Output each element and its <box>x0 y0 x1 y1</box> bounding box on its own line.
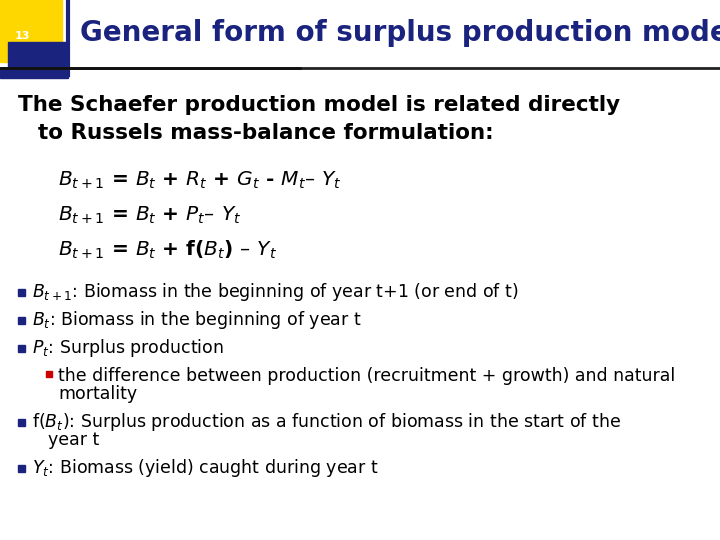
Bar <box>18 289 25 296</box>
Text: mortality: mortality <box>58 385 137 403</box>
Text: year t: year t <box>48 431 99 449</box>
Bar <box>46 371 52 377</box>
Bar <box>0 14 38 52</box>
Text: $B_{t+1}$ = $B_t$ + $P_t$– $Y_t$: $B_{t+1}$ = $B_t$ + $P_t$– $Y_t$ <box>58 204 241 226</box>
Bar <box>8 42 68 70</box>
Bar <box>18 317 25 324</box>
Bar <box>18 345 25 352</box>
Bar <box>0 0 62 62</box>
Text: the difference between production (recruitment + growth) and natural: the difference between production (recru… <box>58 367 675 385</box>
Text: to Russels mass-balance formulation:: to Russels mass-balance formulation: <box>38 123 494 143</box>
Text: $B_{t+1}$ = $B_t$ + f($B_t$) – $Y_t$: $B_{t+1}$ = $B_t$ + f($B_t$) – $Y_t$ <box>58 239 277 261</box>
Text: The Schaefer production model is related directly: The Schaefer production model is related… <box>18 95 620 115</box>
Text: General form of surplus production models: General form of surplus production model… <box>80 19 720 47</box>
Bar <box>18 465 25 472</box>
Text: $B_{t+1}$: Biomass in the beginning of year t+1 (or end of t): $B_{t+1}$: Biomass in the beginning of y… <box>32 281 518 303</box>
Text: $B_{t+1}$ = $B_t$ + $R_t$ + $G_t$ - $M_t$– $Y_t$: $B_{t+1}$ = $B_t$ + $R_t$ + $G_t$ - $M_t… <box>58 170 341 191</box>
Text: 13: 13 <box>14 31 30 41</box>
Text: $B_t$: Biomass in the beginning of year t: $B_t$: Biomass in the beginning of year … <box>32 309 361 331</box>
Bar <box>18 419 25 426</box>
Text: $Y_t$: Biomass (yield) caught during year t: $Y_t$: Biomass (yield) caught during yea… <box>32 457 379 479</box>
Text: f($B_t$): Surplus production as a function of biomass in the start of the: f($B_t$): Surplus production as a functi… <box>32 411 621 433</box>
Bar <box>0 68 68 78</box>
Text: $P_t$: Surplus production: $P_t$: Surplus production <box>32 337 224 359</box>
